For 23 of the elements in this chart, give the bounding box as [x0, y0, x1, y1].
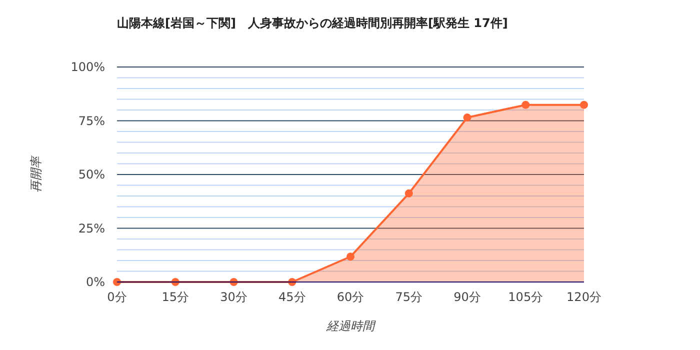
- point: [113, 278, 121, 286]
- y-tick-label: 50%: [78, 168, 105, 182]
- point: [346, 252, 354, 261]
- y-tick-label: 0%: [86, 275, 105, 289]
- y-tick-label: 75%: [78, 114, 105, 128]
- x-tick-label: 45分: [278, 290, 306, 304]
- chart-title: 山陽本線[岩国～下関] 人身事故からの経過時間別再開率[駅発生 17件]: [117, 16, 508, 30]
- x-tick-label: 120分: [566, 290, 602, 304]
- point: [522, 100, 530, 109]
- x-tick-label: 30分: [220, 290, 248, 304]
- point: [463, 114, 472, 122]
- x-tick-label: 75分: [395, 290, 423, 304]
- point: [404, 189, 413, 198]
- x-tick-label: 105分: [508, 290, 544, 304]
- x-tick-label: 60分: [336, 290, 364, 304]
- x-tick-label: 90分: [454, 290, 481, 304]
- x-tick-label: 15分: [162, 290, 190, 304]
- y-tick-label: 25%: [78, 221, 105, 236]
- y-axis-title: 再開率: [29, 154, 43, 192]
- x-tick-label: 0分: [107, 290, 127, 304]
- x-axis-title: 経過時間: [326, 319, 376, 333]
- point: [580, 100, 588, 109]
- y-tick-label: 100%: [70, 60, 105, 74]
